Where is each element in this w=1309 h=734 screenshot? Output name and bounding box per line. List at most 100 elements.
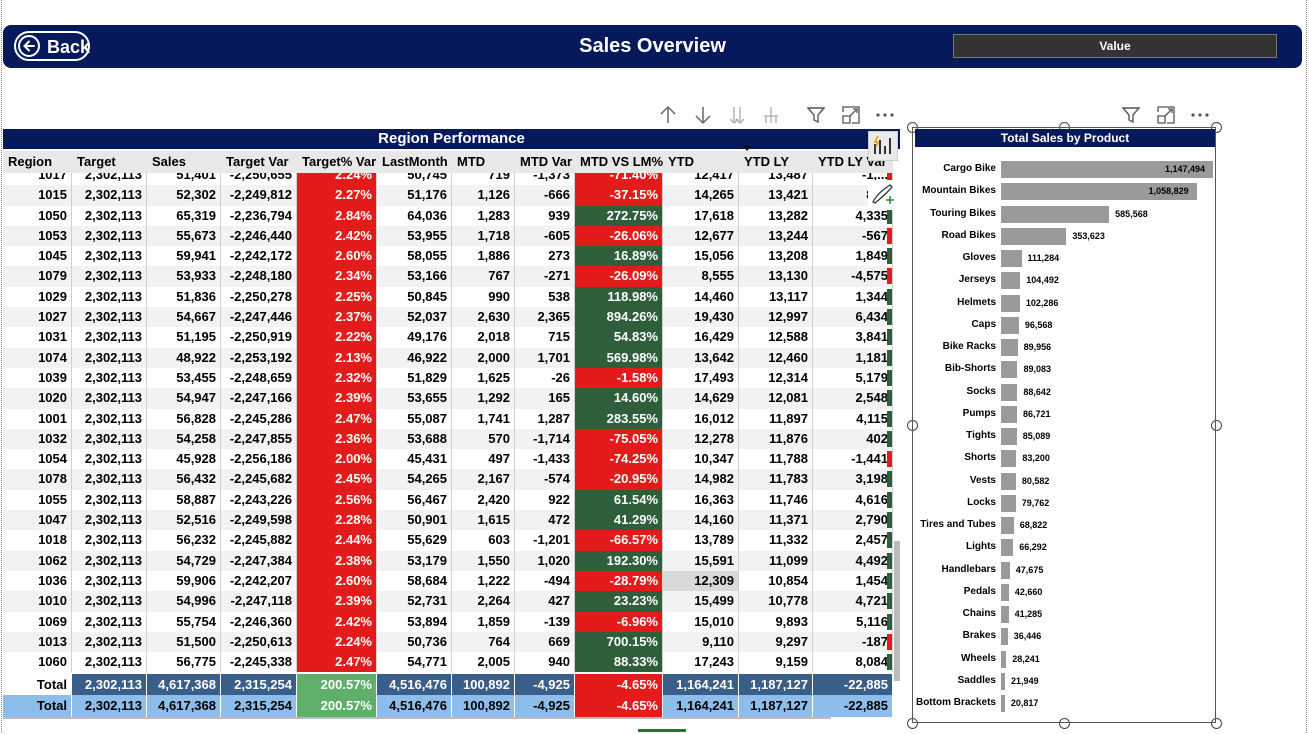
table-cell[interactable]: 1047 — [3, 510, 72, 531]
table-row-partial[interactable]: 1017 2,302,113 51,401 -2,250,655 2.24% 50,745… — [3, 173, 893, 186]
table-cell[interactable]: 1,741 — [452, 408, 515, 429]
table-cell[interactable]: -6.96% — [575, 611, 663, 632]
column-header[interactable]: Sales — [152, 154, 186, 169]
column-header[interactable]: Target — [77, 154, 116, 169]
table-cell[interactable]: 427 — [515, 591, 575, 612]
table-cell[interactable]: 764 — [452, 631, 515, 653]
table-cell[interactable]: 1018 — [3, 530, 72, 551]
bar[interactable] — [1001, 494, 1016, 512]
table-cell[interactable]: 2,302,113 — [72, 246, 147, 267]
table-cell[interactable]: 51,195 — [147, 327, 221, 348]
table-cell[interactable]: 11,371 — [739, 510, 813, 531]
table-cell[interactable]: 5,116 — [813, 611, 893, 632]
bar[interactable] — [1001, 517, 1014, 534]
table-cell[interactable]: 51,500 — [147, 631, 221, 653]
bar[interactable] — [1001, 428, 1017, 445]
table-cell[interactable]: 6,434 — [813, 307, 893, 328]
table-cell[interactable]: 2,790 — [813, 510, 893, 531]
table-cell[interactable]: 2.34% — [297, 266, 377, 287]
table-cell[interactable]: 88.33% — [575, 652, 663, 673]
table-cell[interactable]: 54.83% — [575, 327, 663, 348]
table-cell[interactable]: -2,248,180 — [221, 266, 297, 287]
table-cell[interactable]: 940 — [515, 652, 575, 673]
table-cell[interactable]: 2.27% — [297, 185, 377, 206]
table-cell[interactable]: 4,335 — [813, 205, 893, 226]
table-cell[interactable]: 1079 — [3, 266, 72, 287]
table-cell[interactable]: 2,302,113 — [72, 449, 147, 470]
table-cell[interactable]: 41.29% — [575, 510, 663, 531]
table-cell[interactable]: 1060 — [3, 652, 72, 673]
bar[interactable] — [1001, 183, 1197, 201]
table-cell[interactable]: 15,499 — [663, 591, 739, 612]
table-cell[interactable]: 1,625 — [452, 367, 515, 389]
table-cell[interactable]: -71.40% — [575, 173, 663, 186]
table-cell[interactable]: 51,401 — [147, 173, 221, 186]
table-cell[interactable]: 894.26% — [575, 307, 663, 328]
table-cell[interactable]: -1,433 — [515, 449, 575, 470]
table-cell[interactable]: 2,302,113 — [72, 225, 147, 247]
table-cell[interactable]: 23.23% — [575, 591, 663, 612]
column-header[interactable]: MTD — [457, 154, 486, 169]
table-cell[interactable]: 715 — [515, 327, 575, 348]
table-cell[interactable]: 2.25% — [297, 286, 377, 308]
table-cell[interactable]: 1036 — [3, 570, 72, 592]
table-cell[interactable]: 54,265 — [377, 469, 452, 490]
bar[interactable] — [1001, 539, 1014, 557]
table-cell[interactable]: 2.32% — [297, 367, 377, 389]
table-cell[interactable]: 14,265 — [663, 185, 739, 206]
column-header[interactable]: Region — [8, 154, 53, 169]
table-cell[interactable]: -2,246,360 — [221, 611, 297, 632]
table-cell[interactable]: 1,181 — [813, 347, 893, 368]
bar[interactable] — [1001, 450, 1017, 468]
table-cell[interactable]: 569.98% — [575, 347, 663, 368]
table-cell[interactable]: -139 — [515, 611, 575, 632]
table-cell[interactable]: 49,176 — [377, 327, 452, 348]
table-cell[interactable]: 13,487 — [739, 173, 813, 186]
table-row[interactable]: 1047 2,302,113 52,516 -2,249,598 2.28% 50,901… — [3, 510, 893, 531]
table-cell[interactable]: 2.39% — [297, 388, 377, 409]
table-cell[interactable]: 64,036 — [377, 205, 452, 226]
table-cell[interactable]: -4,575 — [813, 266, 893, 287]
table-cell[interactable]: 767 — [452, 266, 515, 287]
value-slicer[interactable]: Value — [953, 34, 1277, 58]
table-cell[interactable]: 2,548 — [813, 388, 893, 409]
column-header[interactable]: YTD — [668, 154, 694, 169]
table-cell[interactable]: -2,247,384 — [221, 550, 297, 571]
table-cell[interactable]: 2,302,113 — [72, 550, 147, 571]
table-cell[interactable]: 2.47% — [297, 652, 377, 673]
table-cell[interactable]: 10,347 — [663, 449, 739, 470]
table-cell[interactable]: 2.00% — [297, 449, 377, 470]
table-cell[interactable]: 59,941 — [147, 246, 221, 267]
table-cell[interactable]: 17,618 — [663, 205, 739, 226]
table-cell[interactable]: 1078 — [3, 469, 72, 490]
table-cell[interactable]: 53,688 — [377, 428, 452, 450]
table-cell[interactable]: -2,242,207 — [221, 570, 297, 592]
bar[interactable] — [1001, 227, 1067, 245]
back-button[interactable]: Back — [14, 31, 90, 61]
table-cell[interactable]: -1,201 — [515, 530, 575, 551]
table-cell[interactable]: 2.38% — [297, 550, 377, 571]
table-cell[interactable]: 15,010 — [663, 611, 739, 632]
table-cell[interactable]: 922 — [515, 489, 575, 511]
bar[interactable] — [1001, 316, 1019, 334]
table-cell[interactable]: 1055 — [3, 489, 72, 511]
table-cell[interactable]: 2.60% — [297, 570, 377, 592]
resize-handle[interactable] — [1059, 718, 1070, 729]
table-cell[interactable]: -2,249,812 — [221, 185, 297, 206]
table-cell[interactable]: 990 — [452, 286, 515, 308]
total-sales-by-product-chart[interactable]: Total Sales by Product Cargo Bike 1,147,4… — [907, 122, 1222, 729]
table-cell[interactable]: 9,893 — [739, 611, 813, 632]
table-cell[interactable]: 2,302,113 — [72, 570, 147, 592]
table-cell[interactable]: 1,701 — [515, 347, 575, 368]
table-cell[interactable]: 1,222 — [452, 570, 515, 592]
table-cell[interactable]: 13,244 — [739, 225, 813, 247]
table-cell[interactable]: -2,245,682 — [221, 469, 297, 490]
table-cell[interactable]: 48,922 — [147, 347, 221, 368]
table-row[interactable]: 1015 2,302,113 52,302 -2,249,812 2.27% 51,176… — [3, 185, 893, 206]
table-cell[interactable]: 52,037 — [377, 307, 452, 328]
table-row[interactable]: 1069 2,302,113 55,754 -2,246,360 2.42% 53,894… — [3, 611, 893, 632]
table-cell[interactable]: 2.45% — [297, 469, 377, 490]
table-cell[interactable]: 50,736 — [377, 631, 452, 653]
table-cell[interactable]: 2,302,113 — [72, 286, 147, 308]
filter-icon[interactable] — [1120, 104, 1142, 126]
